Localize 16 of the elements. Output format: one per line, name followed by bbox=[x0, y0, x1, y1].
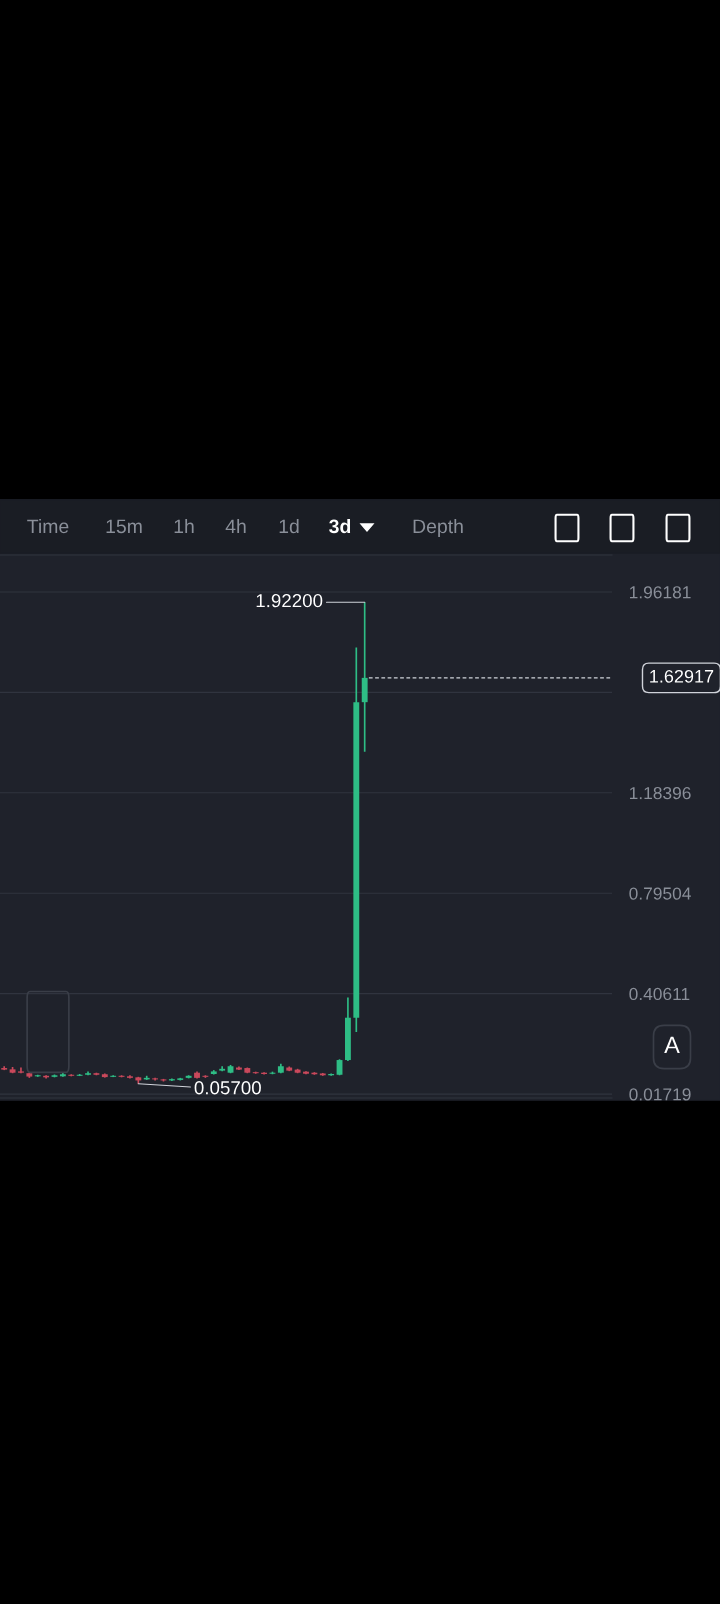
y-tick-label: 0.79504 bbox=[629, 887, 691, 900]
text: A bbox=[664, 1036, 680, 1054]
text: 1d bbox=[279, 518, 299, 534]
annotation: 1.92200 bbox=[256, 594, 323, 608]
y-tick-label: 0.01719 bbox=[629, 1088, 691, 1101]
text: Time bbox=[27, 518, 69, 534]
text: 1h bbox=[174, 518, 194, 534]
text: 4h bbox=[225, 518, 246, 534]
text: 15m bbox=[106, 519, 142, 534]
text: Depth bbox=[413, 518, 463, 538]
y-tick-label: 0.40611 bbox=[629, 987, 690, 1001]
ref-line-label: 1.62917 bbox=[650, 669, 714, 683]
y-tick-label: 1.96181 bbox=[629, 586, 691, 599]
text: 3d bbox=[329, 518, 351, 534]
y-tick-label: 1.18396 bbox=[629, 786, 691, 800]
annotation: 0.05700 bbox=[194, 1081, 261, 1095]
